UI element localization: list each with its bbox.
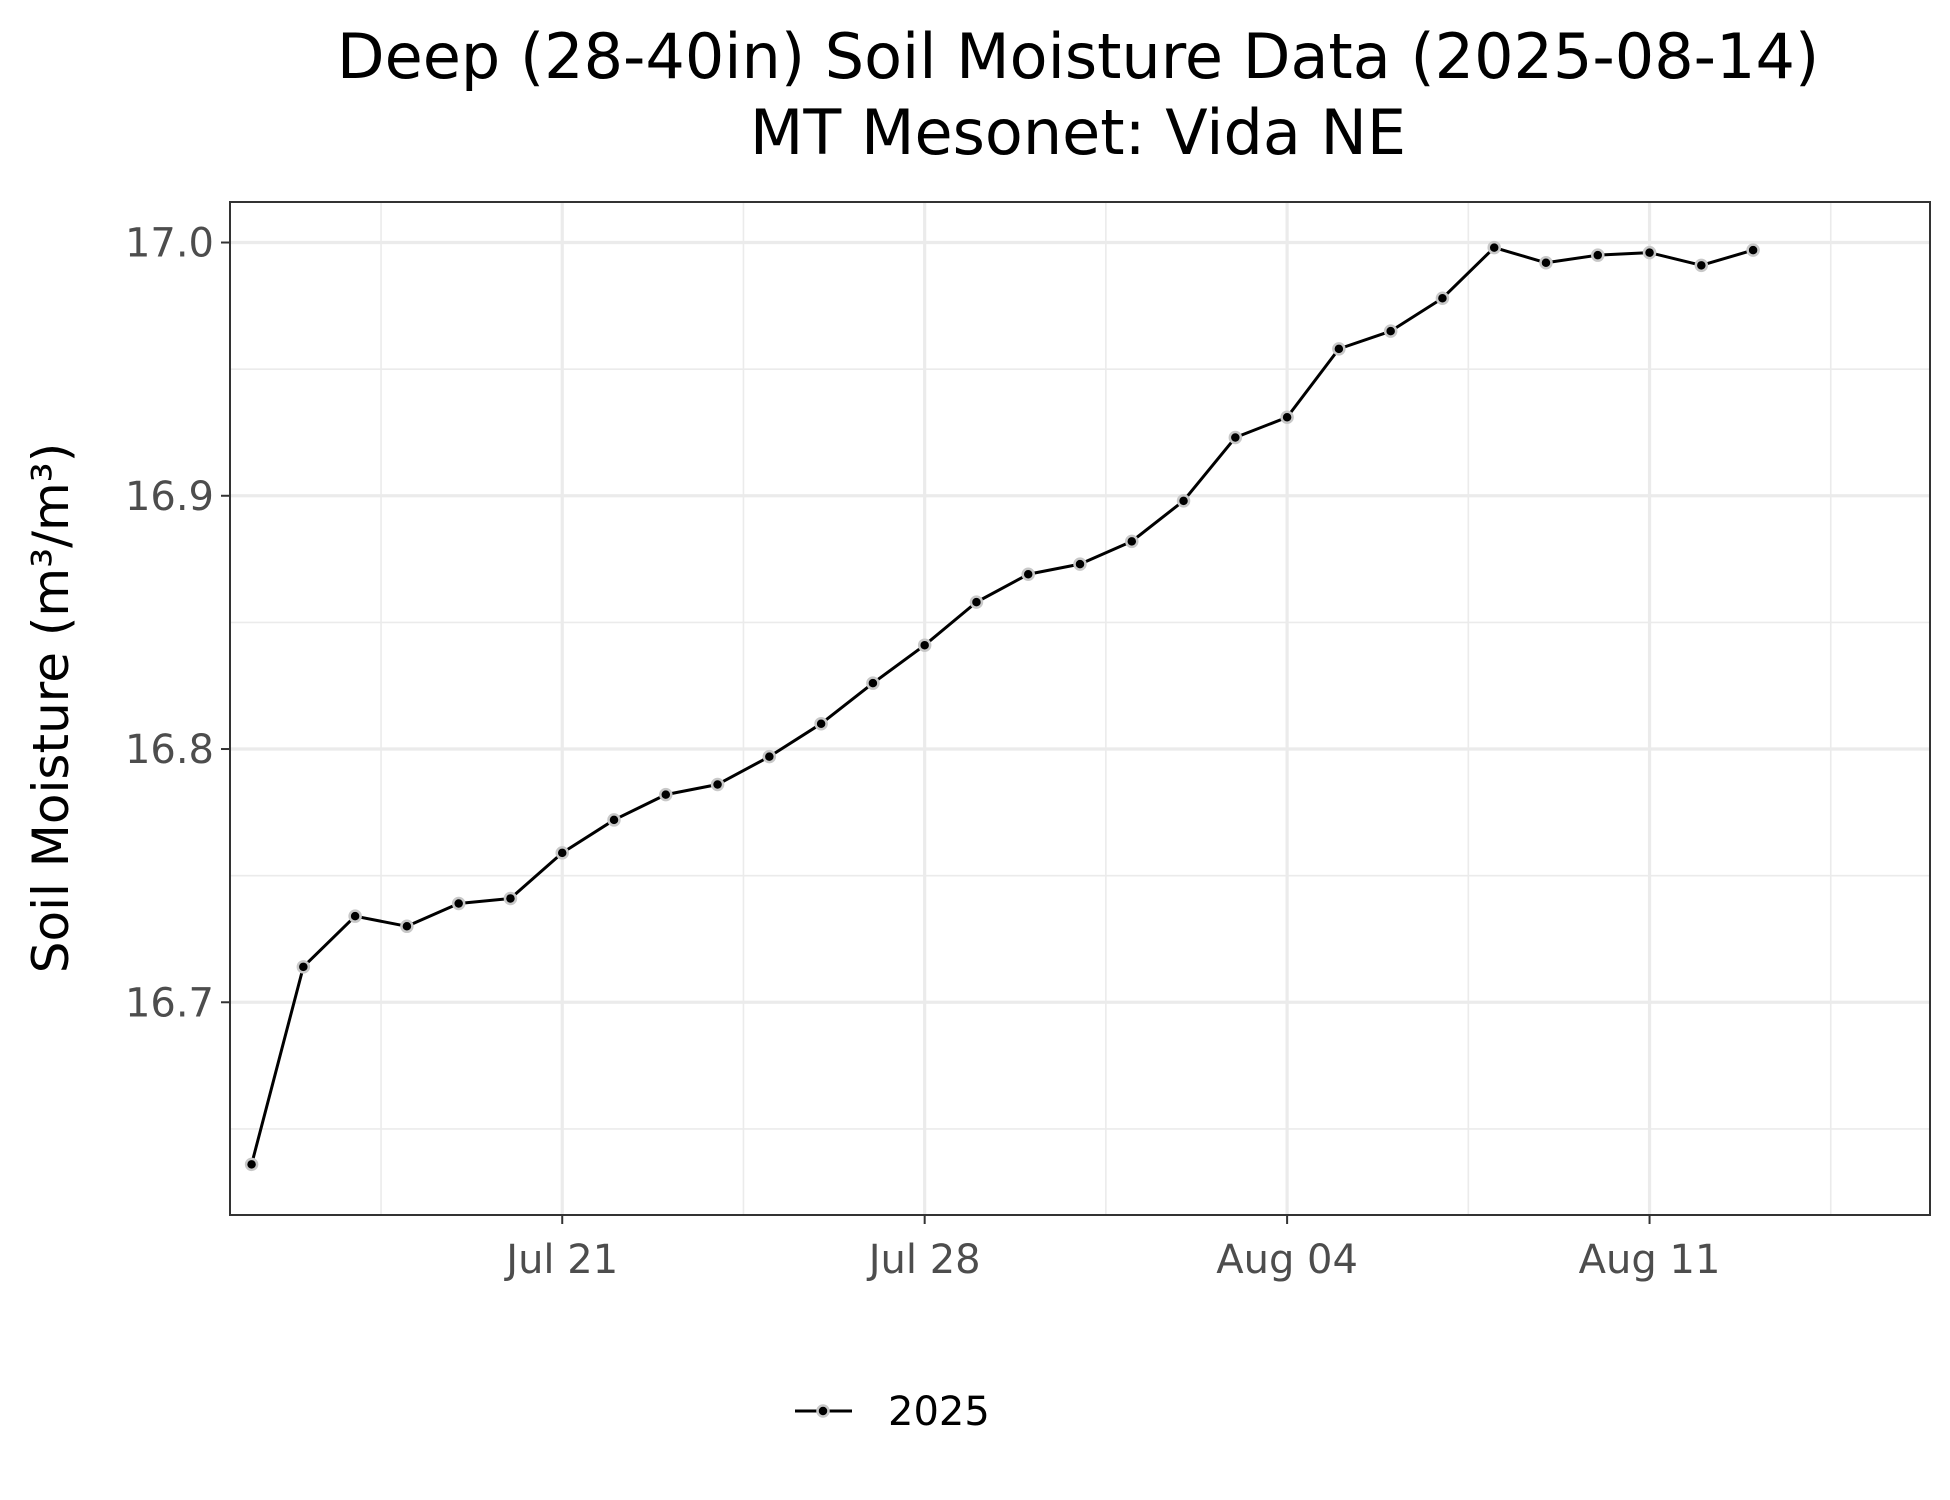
data-point — [1332, 342, 1346, 356]
chart-title: Deep (28-40in) Soil Moisture Data (2025-… — [337, 20, 1819, 93]
legend-key-point — [816, 1404, 830, 1418]
data-point — [710, 777, 725, 792]
x-tick-label: Aug 11 — [1579, 1237, 1721, 1283]
data-point — [503, 891, 518, 906]
major-gridlines — [230, 202, 1930, 1215]
data-point — [1125, 534, 1139, 549]
minor-gridlines — [230, 202, 1930, 1215]
data-point — [244, 1157, 259, 1172]
data-point — [917, 638, 932, 652]
plot-panel — [230, 202, 1930, 1215]
y-tick-label: 16.7 — [125, 980, 214, 1026]
data-point — [1383, 324, 1398, 338]
y-tick-label: 17.0 — [125, 221, 214, 267]
data-point — [1228, 430, 1243, 445]
series-layer — [244, 240, 1760, 1172]
data-point — [969, 595, 984, 609]
x-axis: Jul 21 Jul 28 Aug 04 Aug 11 — [503, 1215, 1720, 1283]
data-point — [1487, 240, 1501, 255]
data-point — [607, 813, 621, 827]
data-point — [1073, 557, 1087, 571]
y-tick-label: 16.8 — [125, 727, 214, 773]
data-point — [762, 749, 777, 764]
y-axis-title: Soil Moisture (m³/m³) — [22, 443, 80, 973]
data-point — [659, 787, 673, 802]
plot-border — [229, 201, 1931, 1216]
x-tick-label: Aug 04 — [1216, 1237, 1358, 1283]
data-point — [451, 896, 466, 911]
data-point — [866, 676, 880, 690]
legend-label-2025: 2025 — [888, 1389, 990, 1435]
data-point — [1021, 567, 1035, 582]
data-point — [1694, 258, 1709, 273]
data-point — [1642, 245, 1657, 260]
data-point — [348, 909, 362, 923]
data-point — [1539, 256, 1553, 270]
data-point — [1435, 291, 1450, 305]
data-point — [1746, 243, 1760, 257]
chart-subtitle: MT Mesonet: Vida NE — [750, 96, 1406, 169]
data-point — [1280, 410, 1294, 425]
data-point — [1591, 248, 1605, 262]
x-tick-label: Jul 21 — [503, 1237, 618, 1283]
legend: 2025 — [795, 1389, 990, 1435]
data-point — [814, 716, 828, 731]
data-point — [400, 919, 414, 934]
series-line-2025 — [250, 246, 1754, 1165]
y-axis: 16.7 16.8 16.9 17.0 — [125, 221, 230, 1026]
data-point — [296, 960, 311, 974]
x-tick-label: Jul 28 — [866, 1237, 981, 1283]
data-point — [555, 846, 569, 860]
data-point — [1176, 494, 1191, 508]
y-tick-label: 16.9 — [125, 474, 214, 520]
